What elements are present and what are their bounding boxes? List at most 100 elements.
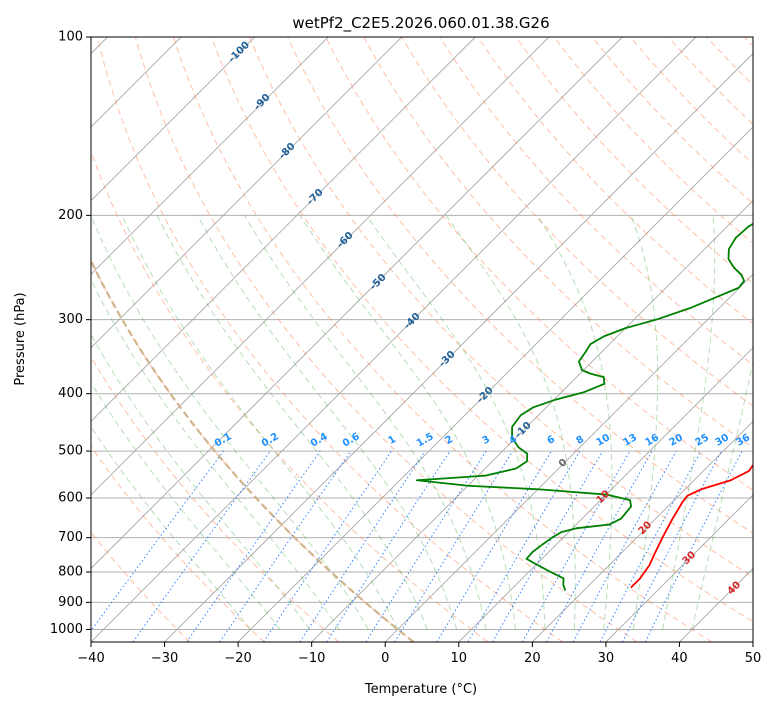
dry-adiabat (744, 37, 753, 47)
dry-adiabat (91, 531, 191, 642)
x-axis-label: Temperature (°C) (364, 682, 477, 697)
x-tick-label: 0 (381, 651, 389, 666)
mixing-ratio-label: 0.6 (341, 431, 362, 449)
mixing-ratio-label: 16 (643, 432, 661, 449)
moist-adiabat (299, 215, 516, 630)
dry-adiabat-label: 40 (726, 580, 744, 598)
moist-adiabat (156, 215, 428, 630)
x-tick-label: 20 (524, 651, 541, 666)
mixing-ratio-line (299, 450, 426, 642)
mixing-ratio-line (91, 450, 224, 632)
moist-adiabat (243, 215, 487, 630)
y-tick-label: 900 (58, 595, 83, 610)
mixing-ratio-label: 25 (693, 432, 711, 449)
plot-frame (90, 36, 754, 643)
dry-adiabat-label: -50 (368, 272, 389, 293)
y-tick-label: 200 (58, 208, 83, 223)
isotherm-line (91, 37, 697, 642)
freezing-adiabat (91, 258, 415, 642)
dry-adiabat (91, 445, 265, 642)
x-tick-label: 10 (451, 651, 468, 666)
mixing-ratio-label: 0.4 (309, 431, 330, 449)
x-tick-label: −40 (77, 651, 104, 666)
x-tick-label: −10 (298, 651, 325, 666)
dry-adiabat (96, 37, 563, 642)
moist-adiabat (91, 425, 252, 630)
dry-adiabat (325, 37, 753, 491)
mixing-ratio-label: 3 (480, 434, 492, 447)
mixing-ratio-label: 1.5 (415, 431, 436, 449)
mixing-ratio-line (394, 450, 514, 642)
y-tick-label: 700 (58, 530, 83, 545)
isotherm-line (458, 347, 753, 642)
isotherm-line (679, 567, 753, 642)
isotherm-line (91, 37, 329, 275)
mixing-ratio-line (219, 450, 352, 642)
dry-adiabat (515, 37, 753, 284)
mixing-ratio-label: 1 (386, 434, 398, 447)
moist-adiabat (91, 333, 310, 630)
plot-area: -100-90-80-70-60-50-40-30-20-10010203040… (50, 30, 762, 667)
moist-adiabat (662, 215, 716, 630)
dry-adiabat (477, 37, 753, 325)
mixing-ratio-line (436, 450, 552, 642)
y-tick-label: 400 (58, 386, 83, 401)
isotherm-line (384, 273, 753, 642)
chart-title: wetPf2_C2E5.2026.060.01.38.G26 (292, 14, 549, 33)
y-tick-label: 500 (58, 444, 83, 459)
moist-adiabat (91, 278, 340, 630)
y-tick-label: 800 (58, 565, 83, 580)
moist-adiabat (91, 381, 281, 630)
dry-adiabat (287, 37, 753, 534)
mixing-ratio-line (546, 450, 653, 642)
mixing-ratio-label: 8 (574, 434, 586, 447)
y-tick-label: 300 (58, 312, 83, 327)
moist-adiabat (121, 215, 399, 630)
dry-adiabat (172, 37, 713, 642)
mixing-ratio-label: 2 (443, 434, 455, 447)
moist-adiabat (445, 215, 576, 630)
plot-lines (91, 37, 753, 642)
moist-adiabat (365, 215, 546, 630)
dry-adiabat (553, 37, 753, 244)
mixing-ratio-label: 20 (667, 432, 685, 449)
isotherm-line (91, 37, 255, 202)
y-axis-label: Pressure (hPa) (13, 292, 28, 385)
mixing-ratio-label: 6 (545, 434, 557, 447)
mixing-ratio-line (326, 450, 451, 642)
dry-adiabat (705, 37, 753, 86)
isotherm-line (532, 420, 753, 642)
isotherm-line (237, 126, 753, 642)
mixing-ratio-label: 36 (734, 432, 752, 449)
x-tick-label: 40 (671, 651, 688, 666)
mixing-ratio-label: 10 (594, 432, 612, 449)
dry-adiabat (91, 259, 414, 642)
isotherm-line (91, 37, 403, 349)
isotherm-line (752, 641, 753, 642)
mixing-ratio-label: 13 (621, 432, 639, 449)
moist-adiabat (536, 215, 613, 630)
moist-adiabat (691, 360, 753, 630)
isotherm-line (91, 37, 476, 422)
moist-adiabat (91, 215, 369, 630)
dry-adiabat-label: -40 (402, 311, 423, 332)
mixing-ratio-label: 0.1 (213, 431, 234, 449)
y-tick-label: 100 (58, 30, 83, 45)
isotherm-line (605, 494, 753, 642)
temperature-trace (630, 463, 753, 589)
dry-adiabat (248, 37, 753, 578)
moist-adiabat (630, 215, 659, 630)
x-tick-label: 50 (745, 651, 762, 666)
isotherm-line (91, 37, 623, 570)
mixing-ratio-line (644, 450, 743, 642)
isotherm-line (164, 52, 753, 642)
x-tick-label: −20 (224, 651, 251, 666)
isotherm-line (311, 200, 753, 642)
mixing-ratio-line (186, 450, 321, 642)
isotherm-line (91, 37, 550, 496)
x-tick-label: 30 (598, 651, 615, 666)
mixing-ratio-label: 4 (507, 434, 519, 447)
x-tick-label: −30 (151, 651, 178, 666)
dewpoint-trace (415, 222, 753, 591)
